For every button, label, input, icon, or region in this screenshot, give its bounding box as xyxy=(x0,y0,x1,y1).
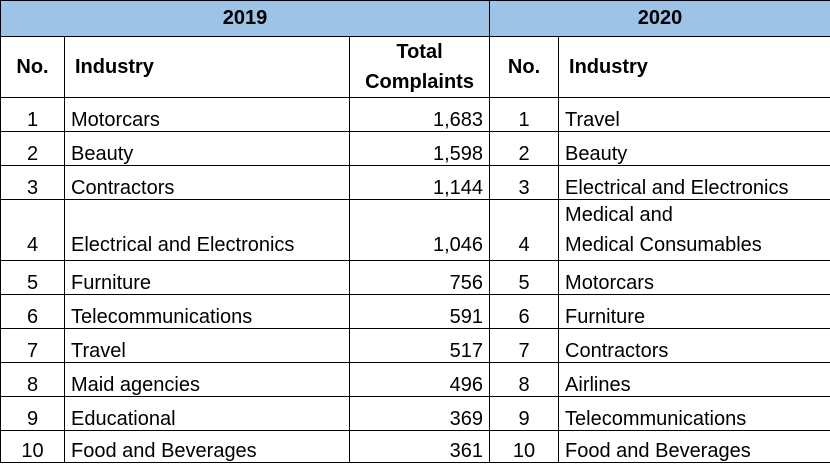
table-row: 3 Contractors 1,144 3 Electrical and Electro… xyxy=(0,165,830,200)
total-complaints-cell: 756 xyxy=(348,260,491,295)
rank-2019-cell: 6 xyxy=(0,294,65,329)
industry-2020-line1: Contractors xyxy=(565,340,669,362)
industry-2020-cell: Furniture xyxy=(558,294,830,329)
industry-2020-line1: Electrical and Electronics xyxy=(565,177,789,199)
industry-2020-line1: Travel xyxy=(565,109,620,131)
industry-2020-cell: Travel xyxy=(558,97,830,132)
rank-2019-cell: 9 xyxy=(0,396,65,431)
table-row: 8 Maid agencies 496 8 Airlines xyxy=(0,362,830,397)
rank-2020-cell: 6 xyxy=(489,294,560,329)
total-complaints-cell: 1,144 xyxy=(348,165,491,200)
table-row: 7 Travel 517 7 Contractors xyxy=(0,328,830,363)
total-complaints-cell: 591 xyxy=(348,294,491,329)
total-complaints-cell: 496 xyxy=(348,362,491,397)
industry-2019-cell: Telecommunications xyxy=(64,294,350,329)
table-row: 1 Motorcars 1,683 1 Travel xyxy=(0,97,830,132)
rank-2020-cell: 3 xyxy=(489,165,560,200)
industry-header-2019: Industry xyxy=(64,36,350,98)
total-complaints-cell: 1,683 xyxy=(348,97,491,132)
rank-2020-cell: 5 xyxy=(489,260,560,295)
rank-2020-cell: 10 xyxy=(489,430,560,463)
industry-2019-cell: Travel xyxy=(64,328,350,363)
table-row: 2 Beauty 1,598 2 Beauty xyxy=(0,131,830,166)
rank-2020-cell: 4 xyxy=(489,199,560,261)
total-header-line2: Complaints xyxy=(365,71,474,93)
industry-2019-cell: Educational xyxy=(64,396,350,431)
rank-2020-cell: 2 xyxy=(489,131,560,166)
year-header-row: 2019 2020 xyxy=(0,0,830,37)
table-row: 9 Educational 369 9 Telecommunications xyxy=(0,396,830,431)
year-2019-header: 2019 xyxy=(0,0,491,37)
total-header-line1: Total xyxy=(396,41,443,63)
industry-2020-line1: Medical and xyxy=(565,204,673,226)
rank-2020-cell: 1 xyxy=(489,97,560,132)
rank-2020-cell: 7 xyxy=(489,328,560,363)
rank-2019-cell: 1 xyxy=(0,97,65,132)
rank-2019-cell: 7 xyxy=(0,328,65,363)
industry-2020-cell: Beauty xyxy=(558,131,830,166)
industry-2020-line1: Airlines xyxy=(565,374,631,396)
total-complaints-cell: 1,046 xyxy=(348,199,491,261)
industry-2019-cell: Motorcars xyxy=(64,97,350,132)
total-complaints-cell: 361 xyxy=(348,430,491,463)
industry-2020-cell: Contractors xyxy=(558,328,830,363)
industry-2020-line1: Food and Beverages xyxy=(565,440,751,462)
no-header-2020: No. xyxy=(489,36,560,98)
rank-2019-cell: 5 xyxy=(0,260,65,295)
table-row: 5 Furniture 756 5 Motorcars xyxy=(0,260,830,295)
rank-2019-cell: 10 xyxy=(0,430,65,463)
rank-2020-cell: 8 xyxy=(489,362,560,397)
table-row: 6 Telecommunications 591 6 Furniture xyxy=(0,294,830,329)
rank-2019-cell: 8 xyxy=(0,362,65,397)
industry-2020-cell: Electrical and Electronics xyxy=(558,165,830,200)
table-body: 1 Motorcars 1,683 1 Travel 2 Beauty 1,598 2 Beaut… xyxy=(0,97,830,463)
industry-2019-cell: Beauty xyxy=(64,131,350,166)
industry-2019-cell: Contractors xyxy=(64,165,350,200)
industry-2020-cell: Food and Beverages xyxy=(558,430,830,463)
no-header-2019: No. xyxy=(0,36,65,98)
total-complaints-header: Total Complaints xyxy=(348,36,491,98)
industry-2020-cell: Airlines xyxy=(558,362,830,397)
industry-2020-line2: Medical Consumables xyxy=(565,234,762,256)
industry-2019-cell: Maid agencies xyxy=(64,362,350,397)
total-complaints-cell: 1,598 xyxy=(348,131,491,166)
rank-2020-cell: 9 xyxy=(489,396,560,431)
industry-2019-cell: Electrical and Electronics xyxy=(64,199,350,261)
industry-header-2020: Industry xyxy=(558,36,830,98)
rank-2019-cell: 2 xyxy=(0,131,65,166)
industry-2020-cell: Telecommunications xyxy=(558,396,830,431)
industry-2020-cell: Motorcars xyxy=(558,260,830,295)
table-row: 10 Food and Beverages 361 10 Food and Bevera… xyxy=(0,430,830,463)
year-2020-header: 2020 xyxy=(489,0,830,37)
table-row: 4 Electrical and Electronics 1,046 4 Medical… xyxy=(0,199,830,261)
industry-2020-line1: Furniture xyxy=(565,306,646,328)
rank-2019-cell: 4 xyxy=(0,199,65,261)
rank-2019-cell: 3 xyxy=(0,165,65,200)
industry-2019-cell: Furniture xyxy=(64,260,350,295)
industry-2020-cell: Medical and Medical Consumables xyxy=(558,199,830,261)
column-header-row: No. Industry Total Complaints No. Indust… xyxy=(0,36,830,98)
industry-2020-line1: Motorcars xyxy=(565,272,654,294)
total-complaints-cell: 369 xyxy=(348,396,491,431)
total-complaints-cell: 517 xyxy=(348,328,491,363)
industry-2020-line1: Beauty xyxy=(565,143,628,165)
industry-2020-line1: Telecommunications xyxy=(565,408,747,430)
industry-2019-cell: Food and Beverages xyxy=(64,430,350,463)
